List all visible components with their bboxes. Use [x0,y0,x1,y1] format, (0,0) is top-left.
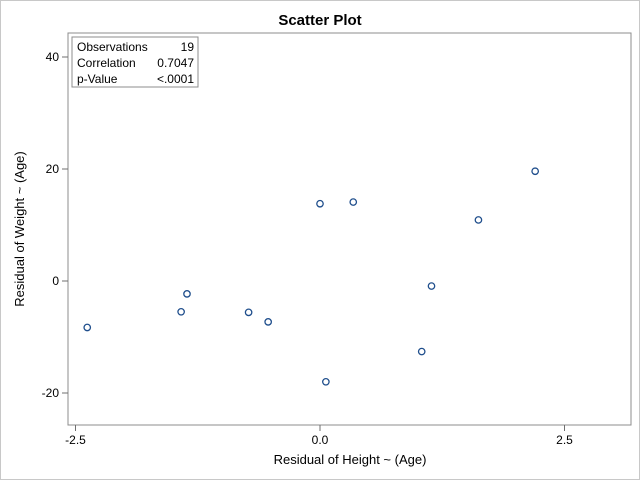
data-point [474,216,483,224]
data-point [531,167,540,176]
data-points [83,167,540,386]
y-tick-label: -20 [42,386,60,400]
data-point [244,308,253,317]
data-point [349,198,358,206]
y-tick-label: 20 [46,162,60,176]
x-axis: -5.0-2.50.02.55.0 [65,425,573,447]
stats-value-observations: 19 [181,40,195,54]
plot-area [67,32,632,426]
x-axis-label: Residual of Height ~ (Age) [274,452,427,467]
data-point [316,199,324,208]
y-axis: -20 0 20 40 [42,50,68,400]
stats-value-p-value: <.0001 [157,72,194,86]
stats-label-correlation: Correlation [77,56,136,70]
data-point [264,318,273,326]
stats-label-observations: Observations [77,40,148,54]
data-point [427,282,436,290]
x-tick-label: -2.5 [65,433,86,447]
y-axis-label: Residual of Weight ~ (Age) [12,151,27,306]
data-point [417,347,426,356]
chart-title: Scatter Plot [278,12,361,29]
data-point [83,323,92,332]
stats-inset: Observations 19 Correlation 0.7047 p-Val… [71,36,199,88]
data-point [322,377,330,386]
x-tick-label: 0.0 [312,433,329,447]
stats-value-correlation: 0.7047 [157,56,194,70]
stats-inset-box [71,36,199,88]
y-tick-label: 0 [52,274,59,288]
data-point [177,307,185,316]
data-point [183,290,191,298]
stats-label-p-value: p-Value [77,72,118,86]
y-tick-label: 40 [46,50,60,64]
x-tick-label: 2.5 [556,433,573,447]
